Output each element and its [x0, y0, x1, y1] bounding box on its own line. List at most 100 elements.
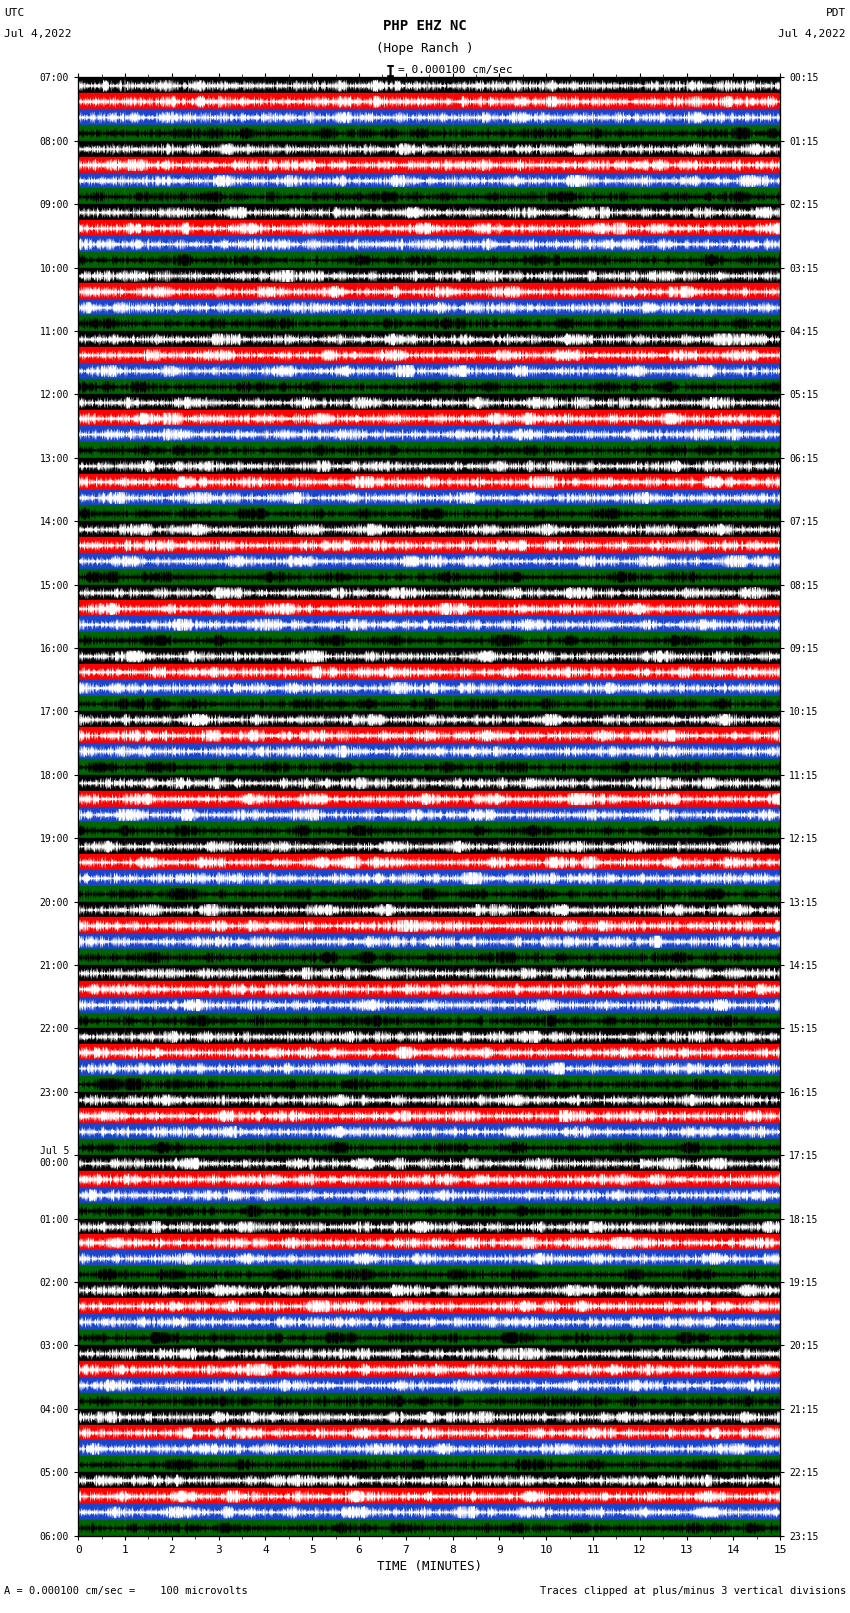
Bar [78, 1076, 780, 1092]
Bar [78, 1424, 780, 1440]
Text: UTC: UTC [4, 8, 25, 18]
Bar [78, 331, 780, 347]
Bar [78, 1218, 780, 1234]
Bar [78, 1457, 780, 1473]
Bar [78, 1013, 780, 1029]
Bar [78, 1394, 780, 1408]
Bar [78, 1203, 780, 1218]
Bar [78, 252, 780, 268]
Bar [78, 1440, 780, 1457]
Bar [78, 1329, 780, 1345]
Bar [78, 760, 780, 774]
Bar [78, 1029, 780, 1044]
Bar [78, 965, 780, 981]
Bar [78, 205, 780, 219]
Text: PDT: PDT [825, 8, 846, 18]
Bar [78, 235, 780, 252]
Bar [78, 616, 780, 632]
Bar [78, 1108, 780, 1124]
Bar [78, 584, 780, 600]
Bar [78, 806, 780, 823]
Bar [78, 395, 780, 410]
Bar [78, 553, 780, 569]
Bar [78, 727, 780, 744]
Bar [78, 744, 780, 760]
Bar [78, 1250, 780, 1266]
Bar [78, 1282, 780, 1298]
Bar [78, 1345, 780, 1361]
Text: = 0.000100 cm/sec: = 0.000100 cm/sec [398, 65, 513, 74]
Text: (Hope Ranch ): (Hope Ranch ) [377, 42, 473, 55]
Text: A = 0.000100 cm/sec =    100 microvolts: A = 0.000100 cm/sec = 100 microvolts [4, 1586, 248, 1595]
X-axis label: TIME (MINUTES): TIME (MINUTES) [377, 1560, 482, 1573]
Bar [78, 1139, 780, 1155]
Bar [78, 934, 780, 948]
Bar [78, 1313, 780, 1329]
Bar [78, 695, 780, 711]
Bar [78, 1298, 780, 1313]
Bar [78, 474, 780, 489]
Bar [78, 268, 780, 284]
Bar [78, 1155, 780, 1171]
Text: Jul 4,2022: Jul 4,2022 [779, 29, 846, 39]
Bar [78, 569, 780, 584]
Bar [78, 1519, 780, 1536]
Bar [78, 124, 780, 140]
Bar [78, 918, 780, 934]
Bar [78, 537, 780, 553]
Bar [78, 458, 780, 474]
Bar [78, 189, 780, 205]
Bar [78, 300, 780, 315]
Bar [78, 219, 780, 235]
Bar [78, 1473, 780, 1489]
Bar [78, 94, 780, 110]
Bar [78, 1408, 780, 1424]
Bar [78, 1092, 780, 1108]
Bar [78, 363, 780, 379]
Bar [78, 1171, 780, 1187]
Bar [78, 1044, 780, 1060]
Text: Jul 4,2022: Jul 4,2022 [4, 29, 71, 39]
Bar [78, 997, 780, 1013]
Bar [78, 839, 780, 853]
Bar [78, 505, 780, 521]
Bar [78, 648, 780, 665]
Bar [78, 823, 780, 839]
Bar [78, 410, 780, 426]
Bar [78, 1124, 780, 1139]
Bar [78, 600, 780, 616]
Bar [78, 869, 780, 886]
Bar [78, 442, 780, 458]
Bar [78, 853, 780, 869]
Bar [78, 1361, 780, 1378]
Bar [78, 886, 780, 902]
Bar [78, 1489, 780, 1503]
Text: PHP EHZ NC: PHP EHZ NC [383, 19, 467, 34]
Bar [78, 315, 780, 331]
Bar [78, 489, 780, 505]
Bar [78, 1378, 780, 1394]
Bar [78, 1234, 780, 1250]
Bar [78, 77, 780, 94]
Bar [78, 711, 780, 727]
Bar [78, 156, 780, 173]
Bar [78, 948, 780, 965]
Bar [78, 426, 780, 442]
Bar [78, 1503, 780, 1519]
Bar [78, 981, 780, 997]
Bar [78, 679, 780, 695]
Bar [78, 110, 780, 124]
Bar [78, 1060, 780, 1076]
Bar [78, 379, 780, 395]
Bar [78, 790, 780, 806]
Bar [78, 1266, 780, 1282]
Bar [78, 665, 780, 679]
Bar [78, 632, 780, 648]
Bar [78, 521, 780, 537]
Bar [78, 902, 780, 918]
Bar [78, 347, 780, 363]
Bar [78, 1187, 780, 1203]
Bar [78, 284, 780, 300]
Bar [78, 173, 780, 189]
Bar [78, 140, 780, 156]
